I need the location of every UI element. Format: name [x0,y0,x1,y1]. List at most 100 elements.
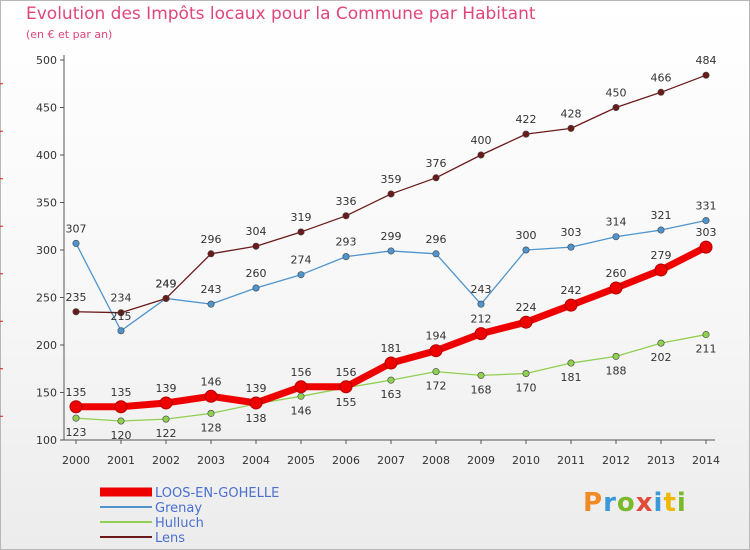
data-label: 260 [246,267,267,280]
data-label: 120 [111,429,132,442]
y-tick-label: 150 [36,387,57,400]
x-tick-label: 2014 [692,454,720,467]
x-tick-label: 2006 [332,454,360,467]
data-point [207,300,215,308]
data-point [429,344,443,358]
data-point [522,246,530,254]
data-label: 484 [696,54,717,67]
data-point [297,228,305,236]
data-label: 155 [336,396,357,409]
data-point [567,359,575,367]
y-tick-label: 350 [36,197,57,210]
data-point [702,217,710,225]
data-point [117,309,125,317]
data-label: 156 [291,366,312,379]
data-point [477,151,485,159]
data-label: 293 [336,236,357,249]
x-tick-label: 2005 [287,454,315,467]
data-label: 303 [561,226,582,239]
data-label: 307 [66,222,87,235]
data-point [432,174,440,182]
data-label: 194 [426,330,447,343]
x-tick-label: 2013 [647,454,675,467]
y-tick-label: 450 [36,102,57,115]
data-label: 122 [156,427,177,440]
data-label: 128 [201,421,222,434]
data-point [252,242,260,250]
data-label: 139 [156,382,177,395]
data-label: 359 [381,173,402,186]
data-label: 274 [291,254,312,267]
data-point [339,380,353,394]
data-point [114,400,128,414]
data-point [432,250,440,258]
data-point [567,243,575,251]
data-label: 314 [606,216,627,229]
data-label: 163 [381,388,402,401]
data-point [72,414,80,422]
data-point [72,239,80,247]
data-point [609,281,623,295]
data-label: 319 [291,211,312,224]
data-point [297,392,305,400]
data-point [387,247,395,255]
data-label: 146 [291,404,312,417]
data-label: 123 [66,426,87,439]
data-point [657,339,665,347]
data-point [657,88,665,96]
data-label: 139 [246,382,267,395]
data-label: 279 [651,249,672,262]
data-label: 212 [471,313,492,326]
data-label: 249 [156,277,177,290]
legend-label: Hulluch [155,516,204,531]
logo-letter: P [583,488,604,518]
data-label: 224 [516,301,537,314]
data-point [657,226,665,234]
data-label: 181 [381,342,402,355]
data-label: 146 [201,375,222,388]
logo-letter: x [635,488,654,518]
data-label: 422 [516,113,537,126]
data-point [162,415,170,423]
data-label: 331 [696,200,717,213]
y-tick-label: 100 [36,434,57,447]
data-label: 235 [66,291,87,304]
data-label: 260 [606,267,627,280]
data-label: 466 [651,71,672,84]
data-label: 428 [561,107,582,120]
chart-title: Evolution des Impôts locaux pour la Comm… [26,4,536,24]
logo-letter: i [676,488,687,518]
data-label: 168 [471,383,492,396]
data-point [522,369,530,377]
data-point [117,417,125,425]
data-point [477,371,485,379]
data-label: 299 [381,230,402,243]
x-tick-label: 2012 [602,454,630,467]
data-label: 211 [696,343,717,356]
data-point [564,298,578,312]
x-tick-label: 2008 [422,454,450,467]
data-point [297,271,305,279]
logo-letter: i [653,488,664,518]
y-tick-label: 250 [36,292,57,305]
data-label: 138 [246,412,267,425]
data-point [207,409,215,417]
data-point [69,400,83,414]
data-point [252,284,260,292]
data-point [702,71,710,79]
data-label: 243 [201,283,222,296]
data-point [612,104,620,112]
data-point [432,368,440,376]
x-tick-label: 2003 [197,454,225,467]
legend-label: Lens [155,531,185,546]
legend-label: LOOS-EN-GOHELLE [155,486,279,501]
y-tick-label: 200 [36,339,57,352]
data-point [249,396,263,410]
x-tick-label: 2010 [512,454,540,467]
data-label: 172 [426,380,447,393]
data-point [699,240,713,254]
data-point [612,233,620,241]
logo-letter: t [663,488,677,518]
x-tick-label: 2007 [377,454,405,467]
